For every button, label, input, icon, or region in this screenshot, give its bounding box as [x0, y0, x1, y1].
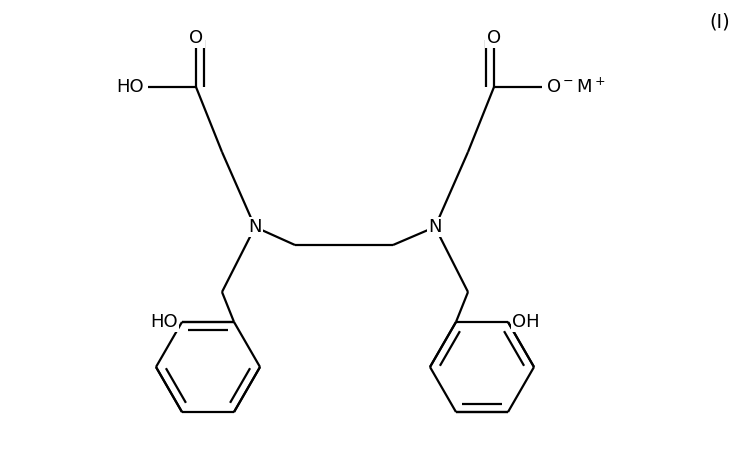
Text: OH: OH	[512, 313, 540, 331]
Text: O$^-$M$^+$: O$^-$M$^+$	[546, 77, 606, 97]
Text: (I): (I)	[710, 12, 730, 31]
Text: O: O	[487, 29, 501, 47]
Text: HO: HO	[150, 313, 178, 331]
Text: HO: HO	[116, 78, 144, 96]
Text: N: N	[428, 218, 442, 236]
Text: N: N	[248, 218, 262, 236]
Text: O: O	[189, 29, 203, 47]
